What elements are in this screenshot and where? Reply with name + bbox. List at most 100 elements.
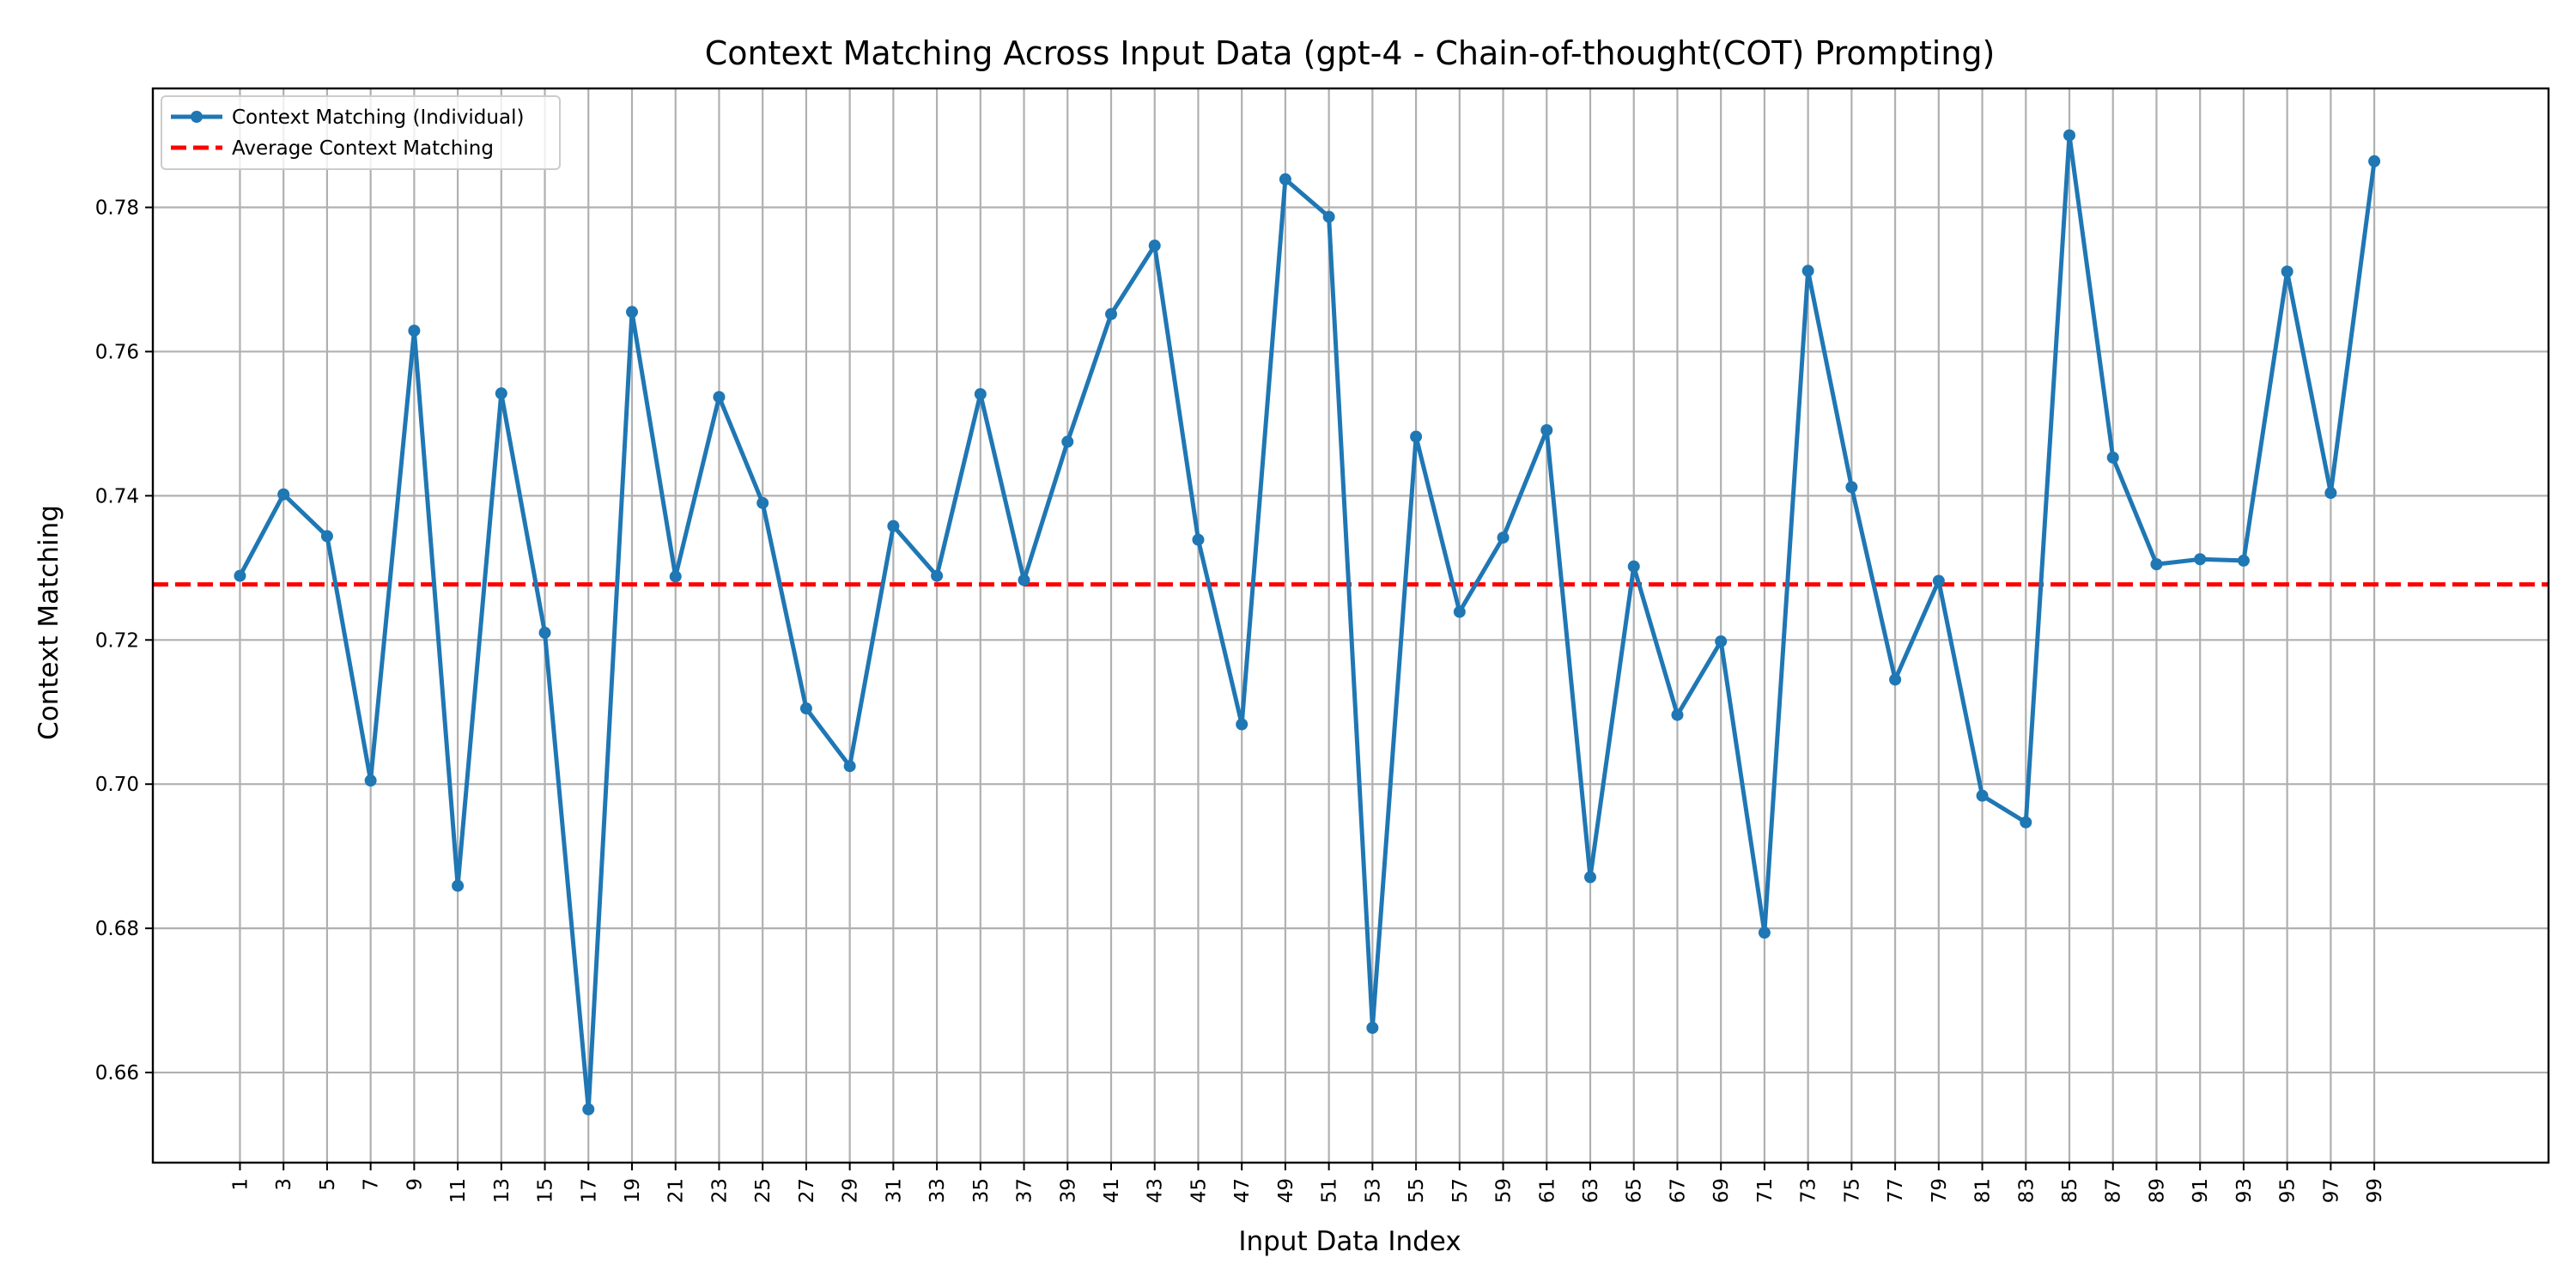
data-point bbox=[1061, 435, 1074, 448]
data-point bbox=[1889, 673, 1902, 686]
x-tick-label: 41 bbox=[1101, 1178, 1123, 1203]
x-tick-label: 75 bbox=[1841, 1178, 1863, 1203]
x-tick-label: 5 bbox=[317, 1178, 339, 1191]
x-tick-label: 25 bbox=[752, 1178, 775, 1203]
data-point bbox=[2324, 487, 2337, 500]
x-tick-label: 95 bbox=[2277, 1178, 2300, 1203]
data-point bbox=[277, 488, 290, 501]
x-ticks: 1 3 5 7 9 11 13 15 17 19 21 23 25 27 29 31 33 35 37 39 41 43 4… bbox=[229, 1163, 2386, 1203]
data-point bbox=[2150, 558, 2163, 571]
data-point bbox=[887, 519, 900, 532]
x-tick-label: 51 bbox=[1319, 1178, 1341, 1203]
x-tick-label: 81 bbox=[1972, 1178, 1995, 1203]
data-point bbox=[2237, 554, 2250, 567]
data-point bbox=[2194, 553, 2207, 566]
x-tick-label: 21 bbox=[665, 1178, 688, 1203]
data-point bbox=[1801, 264, 1814, 277]
data-point bbox=[2368, 155, 2381, 167]
x-tick-label: 57 bbox=[1449, 1178, 1472, 1203]
x-tick-label: 49 bbox=[1275, 1178, 1297, 1203]
x-tick-label: 69 bbox=[1710, 1178, 1733, 1203]
data-point bbox=[495, 387, 507, 400]
x-tick-label: 45 bbox=[1188, 1178, 1210, 1203]
y-tick-label: 0.76 bbox=[95, 341, 139, 363]
data-point bbox=[1279, 173, 1291, 185]
data-point bbox=[626, 306, 638, 319]
data-point bbox=[1976, 789, 1989, 802]
x-tick-label: 35 bbox=[970, 1178, 993, 1203]
y-tick-label: 0.72 bbox=[95, 629, 139, 652]
x-tick-label: 33 bbox=[927, 1178, 949, 1203]
x-tick-label: 65 bbox=[1624, 1178, 1646, 1203]
series-line-individual bbox=[238, 133, 2377, 1112]
data-point bbox=[234, 569, 246, 582]
legend-label-average: Average Context Matching bbox=[232, 137, 494, 160]
x-tick-label: 89 bbox=[2146, 1178, 2168, 1203]
plot-frame bbox=[151, 87, 2550, 1164]
x-axis-label: Input Data Index bbox=[1238, 1226, 1461, 1257]
x-tick-label: 87 bbox=[2103, 1178, 2125, 1203]
data-point bbox=[1627, 560, 1640, 573]
x-tick-label: 29 bbox=[840, 1178, 862, 1203]
data-point bbox=[2106, 451, 2119, 464]
y-axis-label: Context Matching bbox=[33, 505, 64, 740]
x-tick-label: 93 bbox=[2233, 1178, 2256, 1203]
data-point bbox=[320, 530, 333, 543]
legend-label-individual: Context Matching (Individual) bbox=[232, 106, 524, 129]
x-tick-label: 15 bbox=[535, 1178, 557, 1203]
y-tick-label: 0.78 bbox=[95, 197, 139, 220]
data-point bbox=[538, 626, 551, 639]
data-point bbox=[713, 391, 726, 404]
data-point bbox=[1932, 574, 1945, 587]
x-tick-label: 53 bbox=[1362, 1178, 1384, 1203]
data-point bbox=[756, 496, 769, 509]
legend-marker-individual bbox=[191, 111, 203, 123]
x-tick-label: 37 bbox=[1014, 1178, 1036, 1203]
data-point bbox=[1192, 533, 1205, 546]
data-point bbox=[1322, 210, 1335, 223]
data-point bbox=[1758, 927, 1771, 939]
data-point bbox=[843, 760, 856, 773]
y-ticks: 0.66 0.68 0.70 0.72 0.74 0.76 0.78 bbox=[95, 197, 153, 1084]
data-point bbox=[799, 702, 812, 715]
x-tick-label: 43 bbox=[1145, 1178, 1167, 1203]
x-tick-label: 47 bbox=[1231, 1178, 1254, 1203]
x-tick-label: 17 bbox=[578, 1178, 600, 1203]
x-tick-label: 77 bbox=[1885, 1178, 1907, 1203]
x-tick-label: 1 bbox=[229, 1178, 252, 1191]
data-point bbox=[974, 387, 987, 400]
data-point bbox=[452, 879, 465, 892]
y-tick-label: 0.74 bbox=[95, 485, 139, 507]
x-tick-label: 91 bbox=[2190, 1178, 2212, 1203]
x-tick-label: 97 bbox=[2320, 1178, 2342, 1203]
data-point bbox=[2063, 129, 2075, 142]
data-point bbox=[1845, 481, 1858, 494]
data-point bbox=[669, 570, 682, 583]
x-tick-label: 73 bbox=[1798, 1178, 1820, 1203]
x-tick-label: 39 bbox=[1057, 1178, 1079, 1203]
x-tick-label: 13 bbox=[491, 1178, 513, 1203]
x-tick-label: 9 bbox=[404, 1178, 426, 1191]
x-tick-label: 55 bbox=[1406, 1178, 1428, 1203]
x-tick-label: 27 bbox=[796, 1178, 818, 1203]
data-point bbox=[582, 1103, 595, 1115]
x-tick-label: 31 bbox=[883, 1178, 905, 1203]
y-tick-label: 0.68 bbox=[95, 918, 139, 940]
data-point bbox=[1715, 635, 1728, 647]
data-point bbox=[2281, 265, 2293, 278]
data-point bbox=[1453, 605, 1466, 618]
data-point bbox=[1497, 532, 1510, 544]
x-tick-label: 61 bbox=[1536, 1178, 1558, 1203]
x-tick-label: 23 bbox=[708, 1178, 731, 1203]
y-tick-label: 0.66 bbox=[95, 1062, 139, 1084]
x-tick-label: 11 bbox=[447, 1178, 470, 1203]
x-tick-label: 19 bbox=[622, 1178, 644, 1203]
x-tick-label: 99 bbox=[2364, 1178, 2386, 1203]
x-tick-label: 71 bbox=[1754, 1178, 1777, 1203]
data-point bbox=[1410, 430, 1423, 443]
chart-title: Context Matching Across Input Data (gpt-… bbox=[705, 34, 1996, 72]
legend-box bbox=[161, 95, 561, 170]
data-point bbox=[1236, 718, 1249, 731]
data-point bbox=[364, 775, 377, 787]
